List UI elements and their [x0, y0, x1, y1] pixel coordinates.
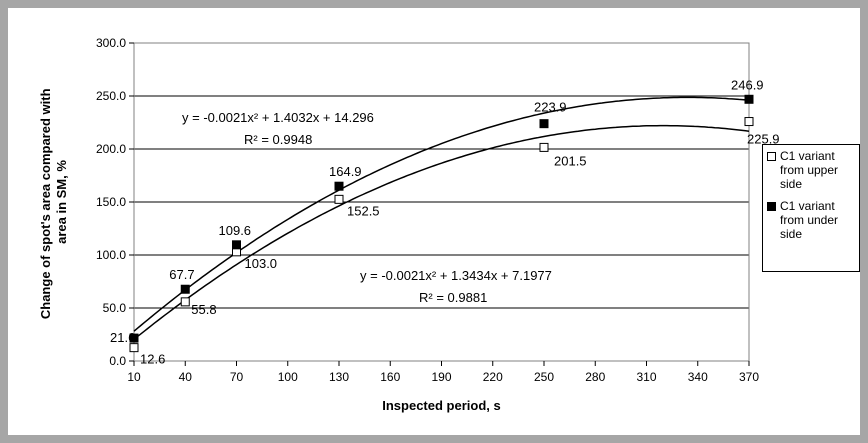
x-tick-label: 370	[739, 370, 759, 384]
x-tick-label: 70	[230, 370, 244, 384]
x-tick-label: 280	[585, 370, 605, 384]
x-axis: 10 40 70 100 130 160 190 220 250 280 310 340 370	[127, 361, 759, 384]
x-tick-label: 220	[483, 370, 503, 384]
data-labels: 12.6 55.8 103.0 152.5 201.5 225.9 21.6 67.7 109.…	[110, 77, 780, 366]
x-tick-label: 130	[329, 370, 349, 384]
data-label: 152.5	[347, 203, 380, 218]
open-square-point	[334, 194, 344, 204]
data-label: 103.0	[245, 256, 278, 271]
data-label: 21.6	[110, 330, 135, 345]
legend-label-under: C1 variant from under side	[780, 199, 839, 241]
x-tick-label: 100	[278, 370, 298, 384]
data-label: 201.5	[554, 153, 587, 168]
y-axis-label-line2: area in SM, %	[54, 160, 69, 244]
y-tick-label: 150.0	[96, 195, 126, 209]
legend-item-upper: C1 variant from upper side	[766, 149, 856, 191]
x-tick-label: 250	[534, 370, 554, 384]
x-tick-label: 40	[179, 370, 193, 384]
data-label: 12.6	[140, 352, 165, 367]
filled-square-point	[180, 284, 190, 294]
open-square-point	[180, 297, 190, 307]
data-label: 109.6	[219, 223, 252, 238]
x-tick-label: 190	[431, 370, 451, 384]
trendline-equation-upper: y = -0.0021x² + 1.3434x + 7.1977	[360, 268, 552, 283]
y-axis: 0.0 50.0 100.0 150.0 200.0 250.0 300.0	[96, 36, 134, 368]
trendline-equation-under: y = -0.0021x² + 1.4032x + 14.296	[182, 110, 374, 125]
filled-square-point	[539, 119, 549, 129]
data-label: 164.9	[329, 164, 362, 179]
y-tick-label: 100.0	[96, 248, 126, 262]
open-square-point	[744, 117, 754, 127]
y-tick-label: 300.0	[96, 36, 126, 50]
x-tick-label: 10	[127, 370, 141, 384]
filled-square-point	[744, 94, 754, 104]
filled-square-icon	[767, 202, 776, 211]
trendline-r2-under: R² = 0.9948	[244, 132, 312, 147]
y-tick-label: 200.0	[96, 142, 126, 156]
filled-square-point	[334, 181, 344, 191]
open-square-icon	[767, 152, 776, 161]
data-label: 55.8	[191, 302, 216, 317]
data-label: 67.7	[169, 267, 194, 282]
y-tick-label: 0.0	[109, 354, 126, 368]
y-tick-label: 250.0	[96, 89, 126, 103]
x-tick-label: 340	[688, 370, 708, 384]
chart-area: 0.0 50.0 100.0 150.0 200.0 250.0 300.0 10 40 70 1…	[8, 8, 860, 435]
trendline-r2-upper: R² = 0.9881	[419, 290, 487, 305]
y-tick-label: 50.0	[103, 301, 127, 315]
y-axis-label: Change of spot's area compared with area…	[38, 85, 69, 319]
open-square-point	[129, 343, 139, 353]
legend-item-under: C1 variant from under side	[766, 199, 856, 241]
x-tick-label: 310	[636, 370, 656, 384]
legend: C1 variant from upper side C1 variant fr…	[762, 144, 860, 272]
y-axis-label-line1: Change of spot's area compared with	[38, 88, 53, 319]
x-axis-label: Inspected period, s	[382, 398, 500, 413]
data-label: 225.9	[747, 132, 780, 147]
filled-square-point	[232, 240, 241, 250]
filled-square-point	[129, 333, 139, 343]
trendline-0	[133, 124, 750, 340]
legend-label-upper: C1 variant from upper side	[780, 149, 839, 191]
data-label: 246.9	[731, 77, 764, 92]
data-label: 223.9	[534, 100, 567, 115]
x-tick-label: 160	[380, 370, 400, 384]
data-points	[129, 94, 754, 353]
open-square-point	[539, 142, 549, 152]
